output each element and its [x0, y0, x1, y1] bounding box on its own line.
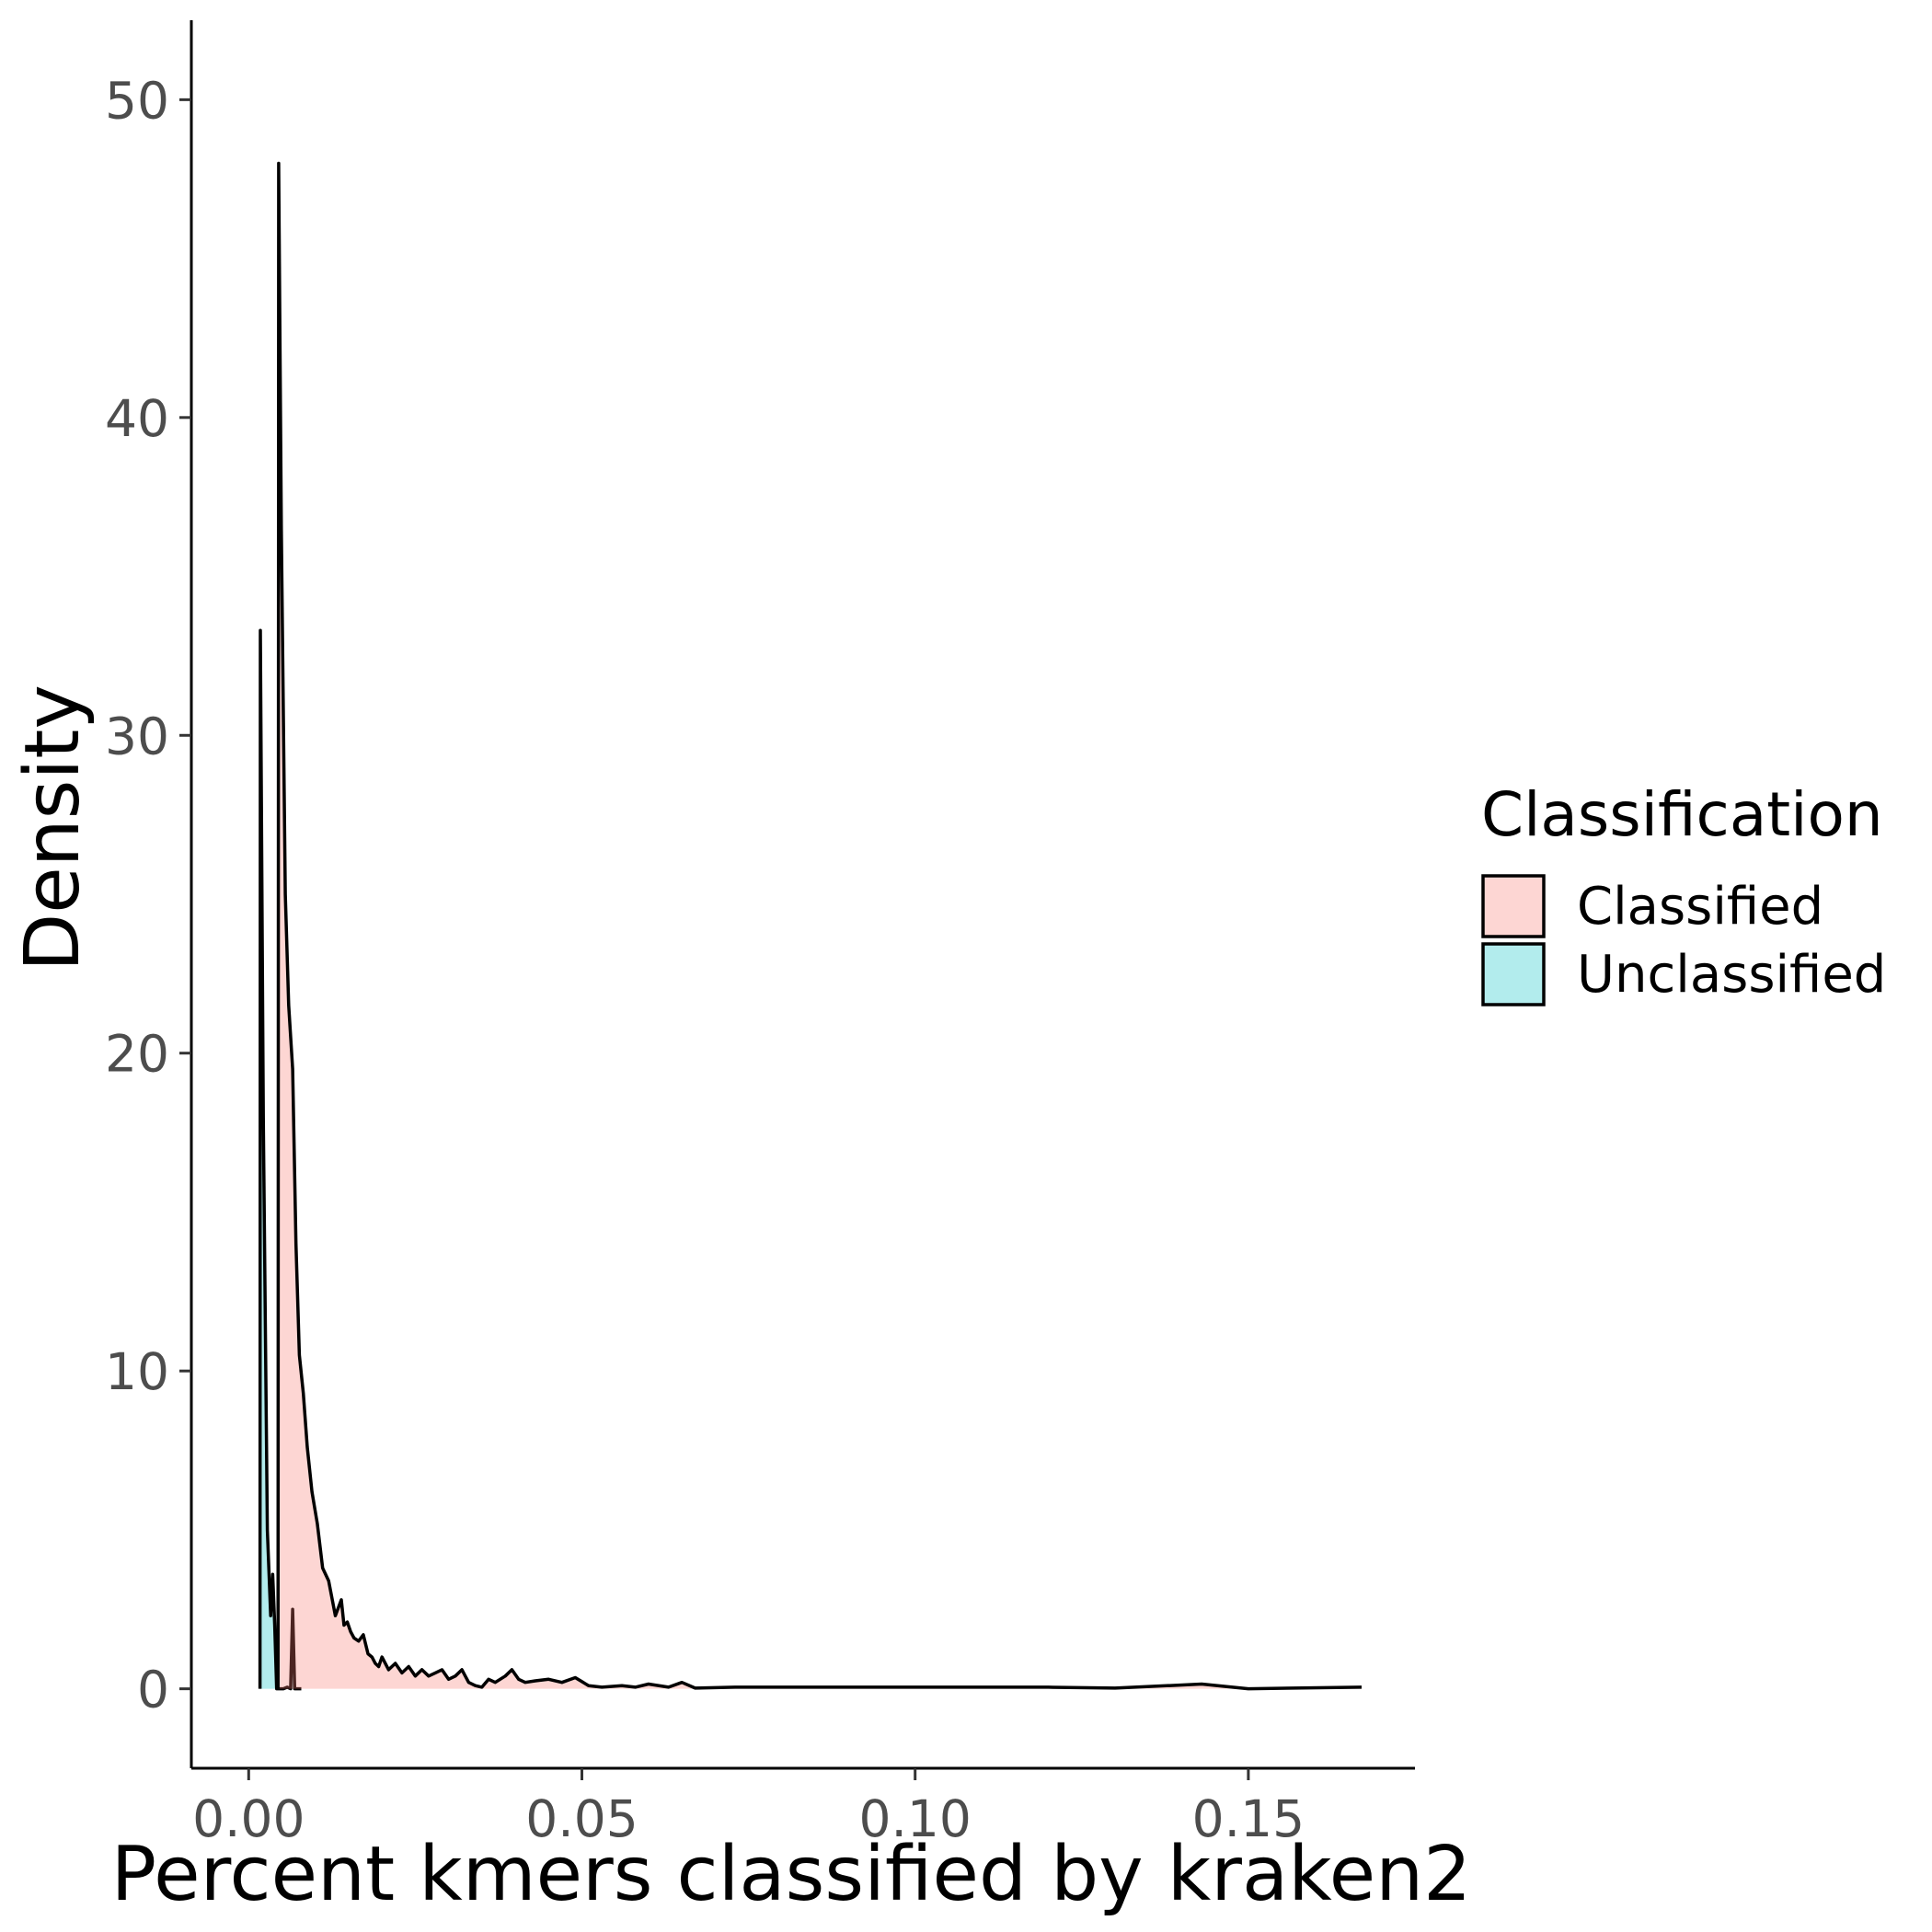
legend-key-unclassified — [1481, 942, 1546, 1006]
y-tick-label: 0 — [137, 1661, 169, 1719]
y-axis-title: Density — [9, 684, 97, 972]
x-axis: 0.00 0.05 0.10 0.15 — [191, 1766, 1415, 1848]
x-tick-label: 0.00 — [192, 1789, 305, 1848]
x-tick-label: 0.10 — [858, 1789, 971, 1848]
legend-title: Classification — [1481, 779, 1883, 850]
x-axis-title: Percent kmers classified by kraken2 — [111, 1831, 1472, 1918]
legend-key-bg — [1483, 944, 1544, 1005]
y-tick-label: 20 — [105, 1025, 169, 1084]
x-tick-label: 0.15 — [1192, 1789, 1305, 1848]
legend: Classification Classified Unclassified — [1481, 779, 1886, 1006]
legend-key-bg — [1483, 876, 1544, 937]
density-line-classified — [276, 161, 1363, 1691]
y-tick-label: 40 — [105, 389, 169, 448]
plot-area — [258, 161, 1363, 1691]
legend-label-unclassified: Unclassified — [1577, 945, 1886, 1005]
x-tick-label: 0.05 — [525, 1789, 638, 1848]
density-area-unclassified — [259, 630, 302, 1689]
legend-key-classified — [1481, 874, 1546, 938]
density-area-classified — [278, 163, 1363, 1689]
y-axis: 0 10 20 30 40 50 — [105, 20, 193, 1768]
legend-label-classified: Classified — [1577, 877, 1823, 937]
y-tick-label: 50 — [105, 71, 169, 130]
y-tick-label: 10 — [105, 1342, 169, 1401]
y-tick-label: 30 — [105, 707, 169, 765]
